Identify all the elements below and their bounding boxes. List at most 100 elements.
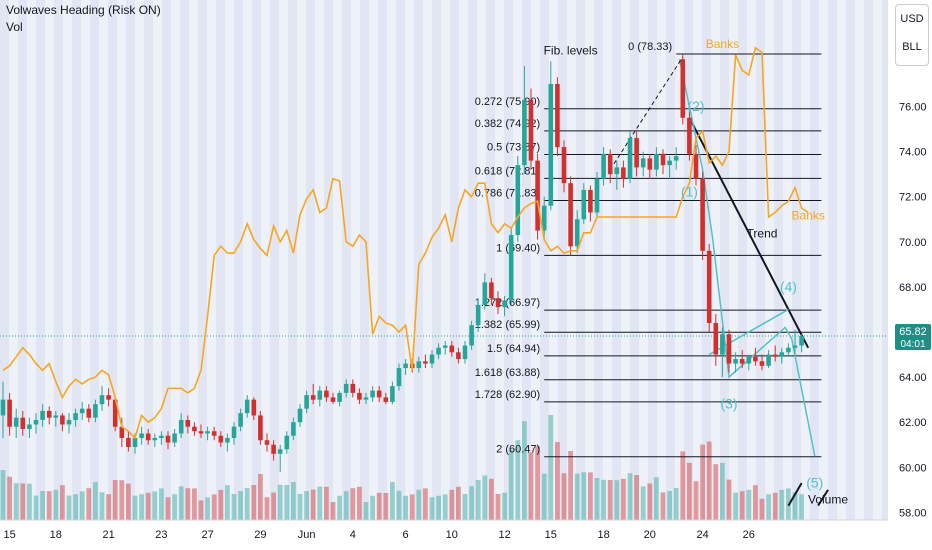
volume-bar	[317, 486, 323, 520]
volume-bar	[390, 482, 395, 520]
candles	[0, 54, 804, 472]
candle-body	[132, 437, 138, 448]
candle	[46, 406, 52, 425]
candle	[258, 410, 263, 445]
fib-level-label: 1.382 (65.99)	[475, 319, 540, 331]
grid-band	[306, 0, 315, 520]
candle	[522, 65, 527, 175]
candle-body	[225, 437, 230, 443]
candle-body	[733, 359, 738, 364]
volume-bar	[594, 478, 600, 520]
candle-body	[640, 158, 646, 168]
grid-band	[702, 0, 711, 520]
candle-body	[772, 354, 778, 357]
candle	[324, 386, 329, 402]
price-axis[interactable]: 58.0060.0062.0064.0066.0068.0070.0072.00…	[888, 0, 932, 550]
chart-annotation: Fib. levels	[544, 44, 598, 58]
candle-body	[46, 410, 52, 418]
currency-switcher[interactable]: USD BLL	[895, 4, 929, 66]
volume-bar	[112, 480, 118, 520]
candle-body	[535, 160, 540, 231]
candle	[423, 354, 428, 369]
candle	[126, 431, 131, 452]
bar-countdown: 04:01	[900, 339, 925, 350]
candle	[733, 352, 738, 373]
time-tick-label: 6	[403, 529, 409, 541]
grid-band	[576, 0, 585, 520]
candle	[178, 413, 184, 438]
chart-annotation: Banks	[706, 37, 739, 51]
candle	[654, 147, 659, 177]
candle-body	[614, 167, 620, 175]
volume-bar	[779, 489, 785, 520]
volume-bar	[634, 475, 639, 520]
candle	[456, 347, 461, 364]
volume-bar	[522, 421, 527, 520]
candle-body	[766, 354, 771, 366]
candle	[508, 228, 514, 305]
volume-bar	[13, 483, 19, 520]
grid-band	[234, 0, 243, 520]
candle	[53, 410, 59, 427]
candle-body	[568, 183, 573, 247]
candle-body	[594, 178, 600, 213]
volume-bar	[218, 489, 224, 520]
time-tick-label: 4	[350, 529, 356, 541]
grid-band	[342, 0, 351, 520]
currency-usd[interactable]: USD	[900, 13, 924, 25]
banks-line	[2, 46, 809, 440]
grid-band	[468, 0, 477, 520]
candle-body	[376, 390, 382, 398]
volume-bar	[79, 491, 85, 520]
candle-body	[258, 415, 263, 441]
current-price-tag	[895, 324, 931, 351]
volume-bar	[165, 497, 171, 520]
fib-level-label: 1.618 (63.88)	[475, 367, 540, 379]
time-tick-label: 21	[102, 529, 114, 541]
candle	[310, 383, 316, 405]
candle-body	[383, 397, 389, 402]
volume-bar	[726, 479, 732, 520]
candle-body	[106, 395, 111, 400]
volume-line	[817, 489, 829, 507]
candle-body	[462, 345, 468, 360]
candle-body	[86, 408, 92, 418]
wave-path	[678, 58, 816, 457]
candle-body	[350, 383, 356, 393]
volume-bar	[700, 444, 705, 520]
candle-body	[297, 408, 303, 423]
candle	[185, 415, 191, 434]
candle	[370, 386, 375, 402]
time-tick-label: 20	[644, 529, 656, 541]
wave-label: (4)	[780, 278, 797, 294]
candle-body	[264, 440, 270, 445]
candle	[291, 417, 296, 441]
time-axis[interactable]: 15 18 21 23 27 29 Jun 4 6 10 12 15 18 20 24 26	[0, 519, 888, 550]
volume-bar	[159, 488, 164, 520]
grid-band	[540, 0, 549, 520]
currency-bll[interactable]: BLL	[902, 41, 922, 53]
candle-body	[706, 250, 712, 323]
candle-body	[277, 449, 283, 454]
volume-bar	[792, 492, 798, 520]
candle-body	[79, 408, 85, 414]
candle-body	[99, 395, 105, 405]
volume-bar	[93, 482, 98, 520]
candle-body	[284, 435, 290, 450]
candle	[20, 410, 26, 436]
candle	[634, 131, 639, 177]
candle-body	[759, 361, 765, 366]
volume-bar	[772, 492, 778, 520]
grid-band	[288, 0, 297, 520]
candle	[621, 160, 626, 188]
candle	[469, 320, 474, 351]
price-tick-label: 64.00	[899, 372, 927, 384]
candle-body	[192, 426, 197, 432]
candle	[172, 428, 177, 448]
grid-band	[216, 0, 225, 520]
candle-body	[713, 322, 719, 355]
candle	[482, 273, 488, 310]
candle-body	[799, 336, 804, 346]
time-tick-label: 18	[597, 529, 609, 541]
volume-bar	[343, 491, 349, 520]
